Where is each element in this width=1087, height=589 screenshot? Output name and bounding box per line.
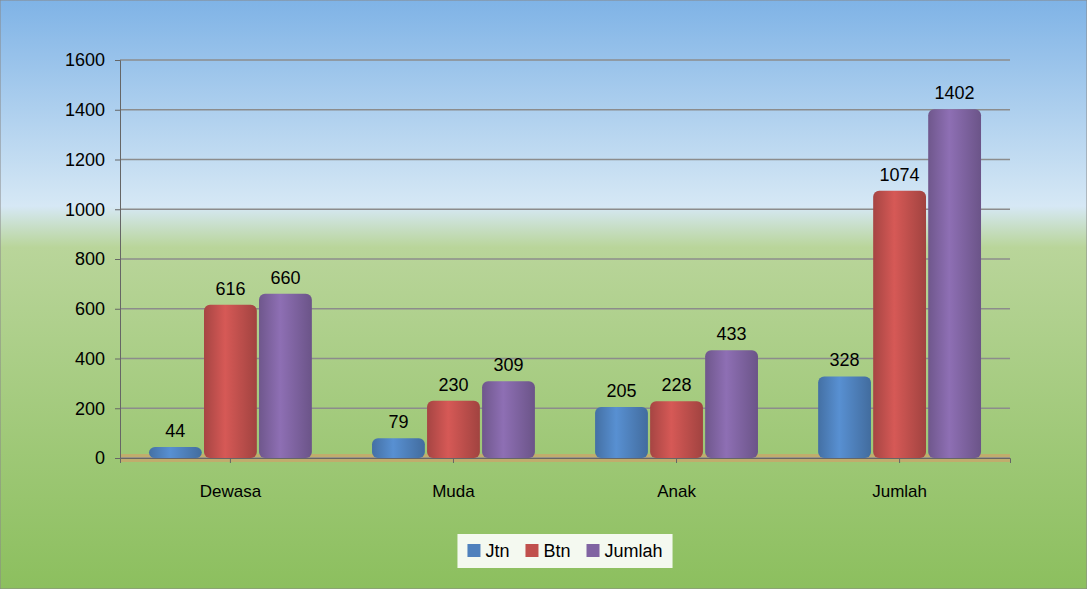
y-tick-label: 1200 (65, 150, 105, 170)
data-label: 660 (270, 268, 300, 288)
x-tick-mark (899, 458, 900, 463)
legend: Jtn Btn Jumlah (457, 534, 672, 568)
data-label: 230 (438, 375, 468, 395)
x-tick: Muda (432, 458, 475, 501)
x-tick-label: Jumlah (872, 482, 927, 501)
y-tick: 600 (75, 299, 120, 319)
bar (650, 401, 703, 458)
y-tick: 0 (95, 448, 120, 468)
legend-swatch (467, 544, 480, 557)
x-tick: Anak (657, 458, 696, 501)
y-tick-label: 200 (75, 399, 105, 419)
data-label: 1402 (935, 83, 975, 103)
x-tick-mark (676, 458, 677, 463)
y-axis: 0 200 400 600 800 1000 1200 1400 1600 (65, 50, 121, 468)
data-label: 79 (388, 412, 408, 432)
plot: 0 200 400 600 800 1000 1200 1400 1600 Dewasa Muda A… (65, 50, 1011, 501)
data-label: 309 (493, 355, 523, 375)
legend-swatch (587, 544, 600, 557)
x-tick-mark (230, 458, 231, 463)
y-tick-label: 1600 (65, 50, 105, 70)
grid-line (120, 59, 1010, 61)
y-tick: 1200 (65, 150, 120, 170)
bar (427, 401, 480, 458)
data-labels: 44 79 205 328 616 230 228 1074 660 309 433 1402 (165, 83, 974, 441)
data-label: 328 (830, 350, 860, 370)
x-tick-label: Dewasa (200, 482, 262, 501)
y-tick-mark (115, 60, 120, 61)
legend-box (457, 534, 672, 568)
bar (259, 294, 312, 458)
legend-swatch (525, 544, 538, 557)
bar (818, 376, 871, 458)
data-label: 1074 (880, 165, 920, 185)
y-tick-mark (115, 359, 120, 360)
y-tick: 1000 (65, 200, 120, 220)
bar (705, 350, 758, 458)
y-tick-mark (115, 408, 120, 409)
data-label: 44 (165, 421, 185, 441)
background (0, 0, 1087, 589)
bars (149, 109, 981, 458)
y-tick-label: 400 (75, 349, 105, 369)
grid (120, 60, 1010, 458)
y-tick: 400 (75, 349, 120, 369)
y-tick-mark (115, 209, 120, 210)
y-tick-label: 1400 (65, 100, 105, 120)
y-tick: 1400 (65, 100, 120, 120)
y-tick: 800 (75, 249, 120, 269)
legend-label: Btn (543, 541, 570, 561)
bar (149, 447, 202, 458)
grid-line (120, 159, 1010, 161)
y-tick-label: 1000 (65, 200, 105, 220)
bar (204, 305, 257, 458)
bar (482, 381, 535, 458)
y-tick-mark (115, 160, 120, 161)
legend-label: Jumlah (605, 541, 663, 561)
x-tick: Dewasa (200, 458, 262, 501)
legend-label: Jtn (485, 541, 509, 561)
y-tick-mark (115, 309, 120, 310)
data-label: 616 (215, 279, 245, 299)
y-tick-mark (115, 259, 120, 260)
bar (595, 407, 648, 458)
legend-item: Jtn (467, 541, 509, 561)
y-tick-label: 800 (75, 249, 105, 269)
y-axis-line (115, 61, 121, 459)
data-label: 433 (717, 324, 747, 344)
y-tick-label: 600 (75, 299, 105, 319)
data-label: 205 (606, 381, 636, 401)
grid-line (120, 109, 1010, 111)
x-tick-label: Muda (432, 482, 475, 501)
y-tick: 1600 (65, 50, 120, 70)
bar (928, 109, 981, 458)
y-tick-mark (115, 110, 120, 111)
x-tick-mark (453, 458, 454, 463)
legend-item: Jumlah (587, 541, 663, 561)
x-axis-line (121, 459, 1011, 464)
data-label: 228 (662, 375, 692, 395)
legend-item: Btn (525, 541, 570, 561)
x-tick-label: Anak (657, 482, 696, 501)
y-tick-mark (115, 458, 120, 459)
chart: 0 200 400 600 800 1000 1200 1400 1600 Dewasa Muda A… (0, 0, 1087, 589)
bar (372, 438, 425, 458)
bar (873, 191, 926, 458)
y-tick-label: 0 (95, 448, 105, 468)
x-tick: Jumlah (872, 458, 927, 501)
x-axis: Dewasa Muda Anak Jumlah (121, 458, 1011, 501)
y-tick: 200 (75, 399, 120, 419)
